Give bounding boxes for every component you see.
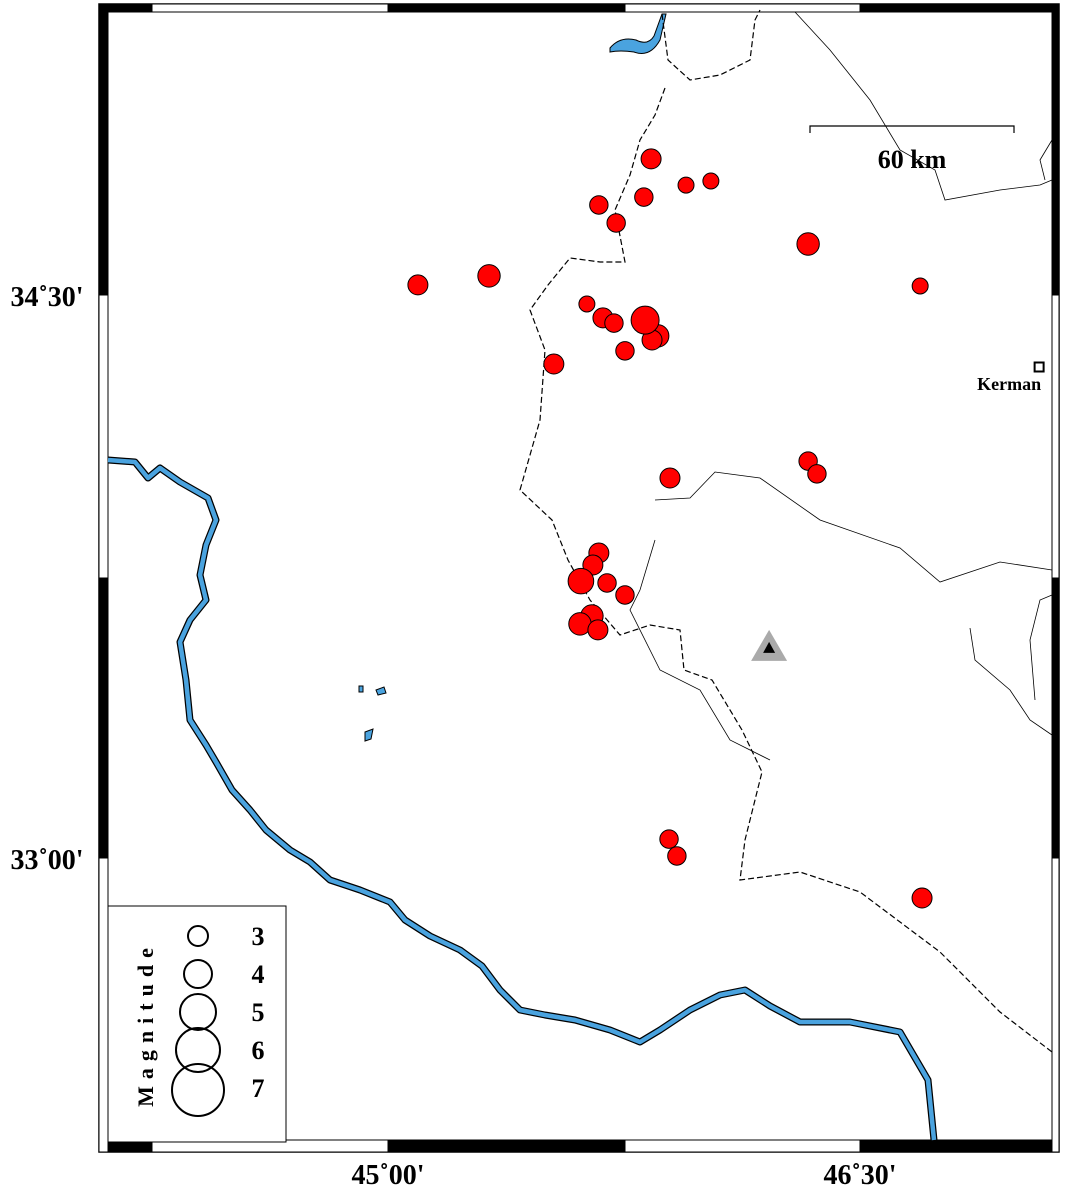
earthquake-event xyxy=(589,195,609,215)
lon-label: 45˚00' xyxy=(351,1160,424,1191)
earthquake-events xyxy=(407,148,933,909)
earthquake-event xyxy=(597,573,617,593)
station-marker xyxy=(751,629,788,661)
frame-bar xyxy=(859,3,1060,13)
frame-bar xyxy=(387,3,626,13)
river-fill xyxy=(107,457,937,1141)
legend-circle xyxy=(183,959,213,989)
city-label: Kerman xyxy=(977,374,1041,394)
earthquake-event xyxy=(543,353,565,375)
frame-bar xyxy=(1051,294,1060,579)
lat-label: 33˚00' xyxy=(10,845,83,876)
earthquake-event xyxy=(587,619,609,641)
earthquake-event xyxy=(604,313,624,333)
frame-bar xyxy=(624,1139,861,1153)
frame-bar xyxy=(859,1139,1060,1153)
magnitude-legend: Magnitude 3 4 5 6 7 xyxy=(107,905,287,1143)
frame-bar xyxy=(98,577,109,859)
international-border xyxy=(661,9,761,81)
triangle-icon xyxy=(763,641,776,653)
marsh xyxy=(358,685,387,742)
earthquake-event xyxy=(702,172,720,190)
frame-bar xyxy=(151,3,389,13)
legend-label: 4 xyxy=(252,960,265,989)
province-border xyxy=(969,627,1053,736)
legend-circle xyxy=(179,993,217,1031)
frame-bar xyxy=(624,3,861,13)
rivers xyxy=(107,13,938,1141)
international-border xyxy=(519,87,1053,1053)
legend-label: 6 xyxy=(252,1036,265,1065)
earthquake-event xyxy=(477,264,501,288)
scale-bar-label: 60 km xyxy=(878,145,947,174)
frame-bar xyxy=(98,3,109,296)
legend-circle xyxy=(187,925,209,947)
frame-bar xyxy=(387,1139,626,1153)
legend-label: 5 xyxy=(252,998,265,1027)
earthquake-event xyxy=(630,305,660,335)
legend-circle xyxy=(171,1063,225,1117)
earthquake-event xyxy=(615,341,635,361)
city-marker: Kerman xyxy=(977,361,1045,394)
earthquake-event xyxy=(567,567,595,595)
earthquake-event xyxy=(667,846,687,866)
square-icon xyxy=(1033,361,1045,373)
frame-bar xyxy=(98,294,109,579)
earthquake-event xyxy=(407,274,429,296)
scale-bar: 60 km xyxy=(809,125,1015,174)
legend-label: 3 xyxy=(252,922,265,951)
earthquake-event xyxy=(911,887,933,909)
earthquake-event xyxy=(606,213,626,233)
province-border xyxy=(654,471,1053,583)
province-border xyxy=(794,11,1053,201)
earthquake-event xyxy=(677,176,695,194)
earthquake-event xyxy=(615,585,635,605)
earthquake-event xyxy=(659,829,679,849)
earthquake-event xyxy=(640,148,662,170)
province-border xyxy=(629,539,771,761)
borders xyxy=(519,9,1053,1053)
frame-bar xyxy=(1051,577,1060,859)
frame-bar xyxy=(1051,3,1060,296)
scale-bar-line xyxy=(809,125,1015,133)
frame-bars xyxy=(98,3,1060,1153)
province-border xyxy=(1029,594,1053,701)
earthquake-event xyxy=(578,295,596,313)
earthquake-event xyxy=(807,464,827,484)
earthquake-event xyxy=(911,277,929,295)
province-border xyxy=(1039,139,1053,181)
legend-label: 7 xyxy=(252,1074,265,1103)
lake xyxy=(609,13,667,54)
earthquake-event xyxy=(659,467,681,489)
lat-label: 34˚30' xyxy=(10,282,83,313)
earthquake-event xyxy=(796,232,820,256)
earthquake-event xyxy=(634,187,654,207)
lon-label: 46˚30' xyxy=(823,1160,896,1191)
frame-bar xyxy=(98,857,109,1153)
legend-title: Magnitude xyxy=(133,941,158,1107)
legend-circle xyxy=(175,1027,221,1073)
frame-bar xyxy=(1051,857,1060,1153)
